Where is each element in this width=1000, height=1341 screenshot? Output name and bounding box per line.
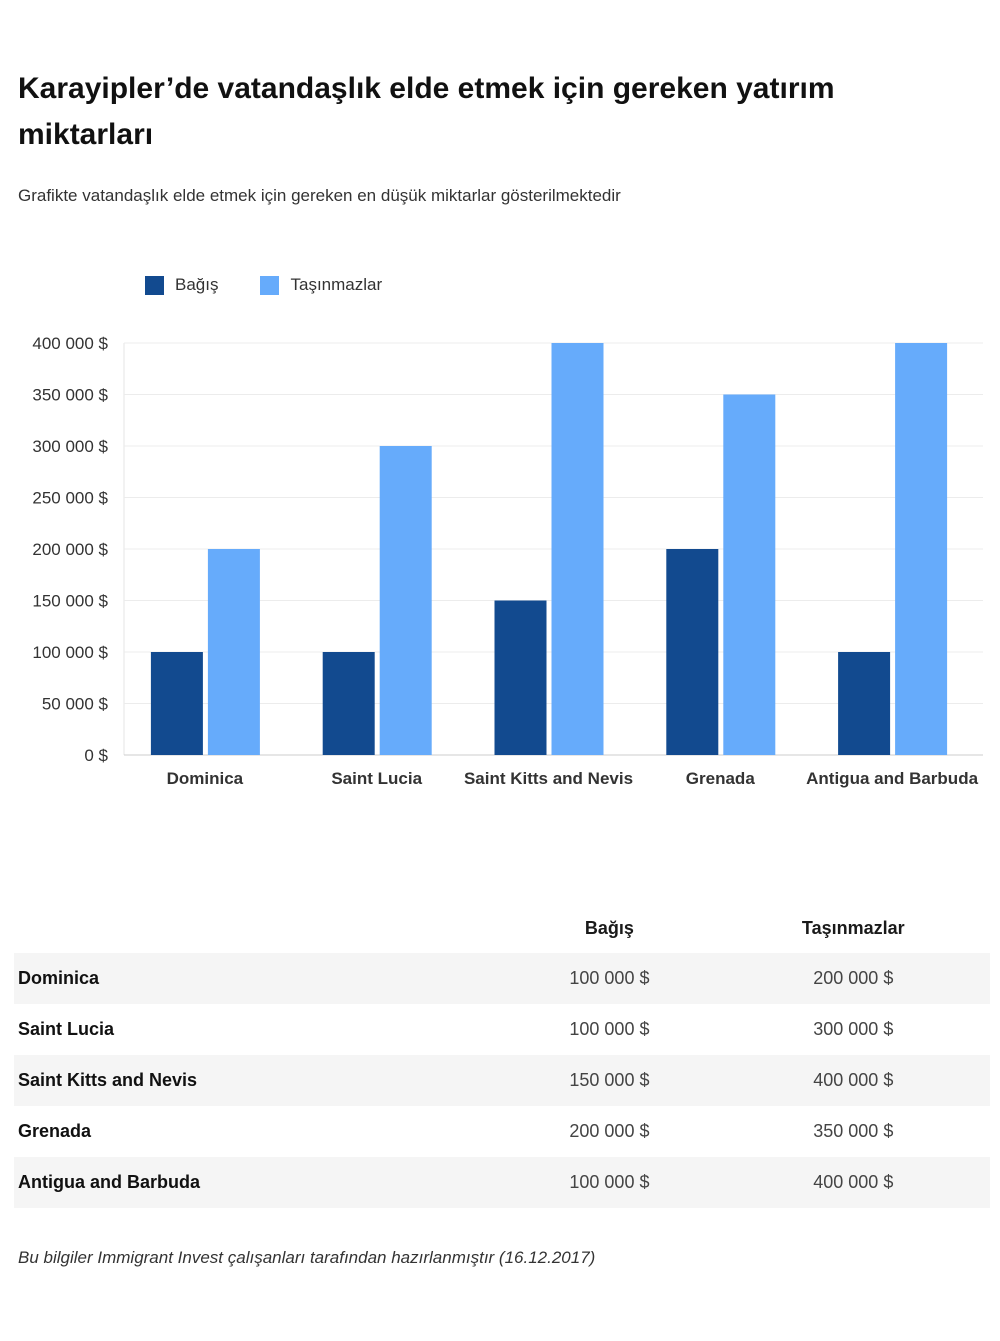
bar-bagis[interactable] xyxy=(322,652,375,755)
y-tick-label: 150 000 $ xyxy=(32,592,108,611)
legend-label: Taşınmazlar xyxy=(290,275,383,294)
y-tick-label: 200 000 $ xyxy=(32,540,108,559)
bar-tasinmazlar[interactable] xyxy=(723,394,776,756)
value-cell: 100 000 $ xyxy=(569,1172,650,1192)
bar-chart: 0 $ 50 000 $ 100 000 $ 150 000 $ 200 000 $ 25… xyxy=(32,334,983,788)
table-header: Bağış Taşınmazlar xyxy=(14,903,990,953)
value-cell: 150 000 $ xyxy=(569,1070,650,1090)
legend-swatch xyxy=(260,275,280,295)
y-tick-label: 100 000 $ xyxy=(32,643,108,662)
value-cell: 200 000 $ xyxy=(813,968,894,988)
bar-tasinmazlar[interactable] xyxy=(895,343,948,755)
y-tick-label: 300 000 $ xyxy=(32,437,108,456)
value-cell: 400 000 $ xyxy=(813,1172,894,1192)
x-tick-label: Saint Lucia xyxy=(331,769,422,788)
x-tick-label: Antigua and Barbuda xyxy=(806,769,978,788)
header-cell: Bağış xyxy=(584,917,634,938)
value-cell: 300 000 $ xyxy=(813,1019,894,1039)
country-cell: Saint Kitts and Nevis xyxy=(18,1070,198,1090)
table-row: Grenada 200 000 $ 350 000 $ xyxy=(14,1106,990,1157)
bar-tasinmazlar[interactable] xyxy=(551,343,604,755)
y-tick-label: 250 000 $ xyxy=(32,489,108,508)
table-row: Saint Kitts and Nevis 150 000 $ 400 000 $ xyxy=(14,1055,990,1106)
country-cell: Antigua and Barbuda xyxy=(18,1172,201,1192)
legend-item-tasinmazlar[interactable]: Taşınmazlar xyxy=(260,275,382,295)
bar-bagis[interactable] xyxy=(666,549,719,755)
country-cell: Saint Lucia xyxy=(18,1019,115,1039)
bar-bagis[interactable] xyxy=(838,652,891,755)
country-cell: Grenada xyxy=(18,1121,92,1141)
legend-label: Bağış xyxy=(175,275,219,294)
value-cell: 200 000 $ xyxy=(569,1121,650,1141)
bar-tasinmazlar[interactable] xyxy=(379,446,432,755)
source-note: Bu bilgiler Immigrant Invest çalışanları… xyxy=(18,1248,596,1267)
header-cell xyxy=(14,903,502,953)
y-tick-label: 400 000 $ xyxy=(32,334,108,353)
legend: Bağış Taşınmazlar xyxy=(145,275,382,295)
value-cell: 100 000 $ xyxy=(569,968,650,988)
bar-bagis[interactable] xyxy=(494,600,547,756)
legend-item-bagis[interactable]: Bağış xyxy=(145,275,218,295)
table-row: Dominica 100 000 $ 200 000 $ xyxy=(14,953,990,1004)
table-row: Saint Lucia 100 000 $ 300 000 $ xyxy=(14,1004,990,1055)
bar-bagis[interactable] xyxy=(150,652,203,755)
x-tick-label: Saint Kitts and Nevis xyxy=(464,769,633,788)
value-cell: 100 000 $ xyxy=(569,1019,650,1039)
y-tick-label: 50 000 $ xyxy=(42,695,109,714)
subtitle: Grafikte vatandaşlık elde etmek için ger… xyxy=(18,186,621,205)
data-table: Bağış Taşınmazlar Dominica 100 000 $ 200 0… xyxy=(14,903,990,1208)
x-tick-label: Dominica xyxy=(167,769,244,788)
x-tick-label: Grenada xyxy=(686,769,756,788)
value-cell: 400 000 $ xyxy=(813,1070,894,1090)
table-row: Antigua and Barbuda 100 000 $ 400 000 $ xyxy=(14,1157,990,1208)
value-cell: 350 000 $ xyxy=(813,1121,894,1141)
country-cell: Dominica xyxy=(18,968,100,988)
y-tick-label: 0 $ xyxy=(84,746,108,765)
y-tick-label: 350 000 $ xyxy=(32,386,108,405)
bar-tasinmazlar[interactable] xyxy=(207,549,260,755)
page-title: Karayipler’de vatandaşlık elde etmek içi… xyxy=(18,72,835,151)
header-cell: Taşınmazlar xyxy=(801,917,905,938)
legend-swatch xyxy=(145,275,164,295)
